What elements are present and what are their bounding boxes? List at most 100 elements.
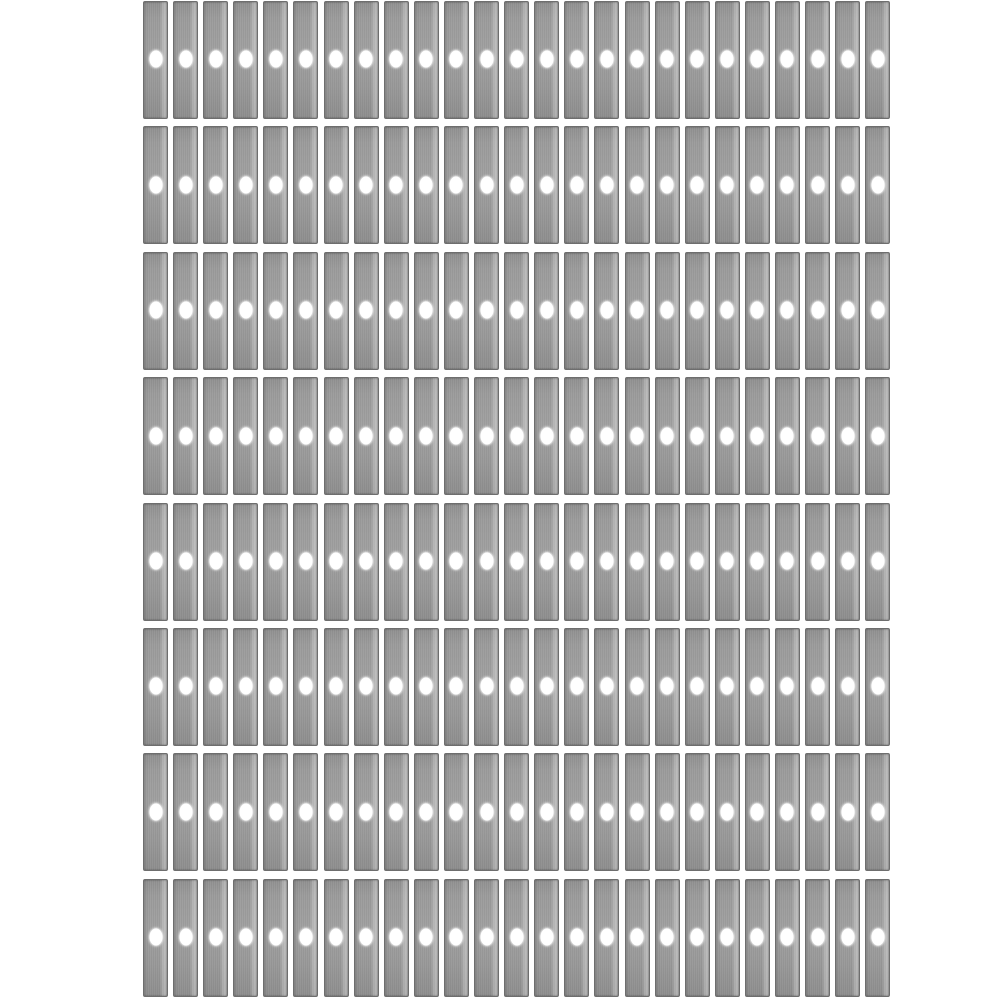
scraper-blade (835, 251, 861, 370)
scraper-blade (143, 878, 168, 997)
blade-hole (720, 552, 734, 570)
scraper-blade (594, 878, 620, 997)
scraper-blade (293, 1, 319, 119)
blade-hole (570, 677, 584, 695)
scraper-blade (383, 627, 409, 746)
scraper-blade (233, 753, 259, 872)
blade-hole (179, 928, 193, 946)
blade-hole (480, 552, 494, 570)
blade-hole (209, 552, 223, 570)
scraper-blade (714, 1, 740, 119)
scraper-blade (744, 126, 770, 245)
scraper-blade (684, 627, 710, 746)
blade-hole (149, 176, 162, 194)
blade-hole (720, 427, 734, 445)
blade-hole (449, 803, 463, 821)
blade-hole (720, 301, 734, 319)
blade-hole (269, 552, 283, 570)
scraper-blade (624, 627, 650, 746)
scraper-blade (263, 627, 289, 746)
blade-hole (269, 677, 283, 695)
blade-hole (600, 552, 614, 570)
scraper-blade (805, 502, 831, 621)
scraper-blade (263, 126, 289, 245)
scraper-blade (323, 878, 349, 997)
blade-hole (359, 427, 373, 445)
blade-hole (359, 176, 373, 194)
blade-hole (841, 803, 855, 821)
scraper-blade (263, 377, 289, 496)
blade-hole (690, 427, 704, 445)
scraper-blade (173, 1, 199, 119)
blade-hole (299, 552, 313, 570)
blade-hole (540, 427, 554, 445)
blade-hole (449, 427, 463, 445)
scraper-blade (654, 878, 680, 997)
blade-hole (811, 677, 825, 695)
blade-hole (570, 301, 584, 319)
blade-hole (600, 427, 614, 445)
scraper-blade (714, 878, 740, 997)
scraper-blade (233, 627, 259, 746)
scraper-blade (143, 251, 168, 370)
scraper-blade (624, 502, 650, 621)
scraper-blade (805, 377, 831, 496)
blade-hole (600, 677, 614, 695)
scraper-blade (443, 377, 469, 496)
blade-hole (630, 301, 644, 319)
scraper-blade (594, 377, 620, 496)
blade-hole (239, 928, 253, 946)
blade-hole (480, 50, 494, 68)
blade-hole (480, 176, 494, 194)
scraper-blade (835, 126, 861, 245)
blade-hole (149, 552, 162, 570)
blade-hole (209, 427, 223, 445)
scraper-blade (293, 251, 319, 370)
scraper-blade (654, 251, 680, 370)
scraper-blade (413, 753, 439, 872)
blade-hole (389, 427, 403, 445)
blade-hole (570, 803, 584, 821)
blade-hole (179, 176, 193, 194)
blade-hole (660, 803, 674, 821)
blade-hole (871, 176, 885, 194)
blade-hole (600, 928, 614, 946)
scraper-blade (323, 126, 349, 245)
scraper-blade (564, 377, 590, 496)
blade-hole (299, 301, 313, 319)
scraper-blade (774, 753, 800, 872)
scraper-blade (744, 251, 770, 370)
scraper-blade (413, 878, 439, 997)
scraper-blade (835, 1, 861, 119)
scraper-blade (684, 502, 710, 621)
scraper-blade (383, 502, 409, 621)
scraper-blade (594, 251, 620, 370)
scraper-blade (173, 627, 199, 746)
scraper-blade (413, 627, 439, 746)
blade-hole (359, 803, 373, 821)
scraper-blade (865, 502, 891, 621)
blade-hole (540, 50, 554, 68)
blade-hole (419, 677, 433, 695)
scraper-blade (353, 1, 379, 119)
blade-hole (690, 552, 704, 570)
scraper-blade (383, 753, 409, 872)
blade-hole (269, 803, 283, 821)
blade-hole (419, 552, 433, 570)
scraper-blade (233, 126, 259, 245)
scraper-blade (203, 251, 229, 370)
scraper-blade (594, 753, 620, 872)
blade-hole (179, 803, 193, 821)
blade-hole (630, 677, 644, 695)
scraper-blade (835, 627, 861, 746)
scraper-blade (805, 753, 831, 872)
blade-hole (299, 50, 313, 68)
blade-hole (239, 552, 253, 570)
blade-hole (149, 677, 162, 695)
scraper-blade (534, 251, 560, 370)
blade-hole (329, 427, 343, 445)
blade-hole (209, 803, 223, 821)
scraper-blade (684, 753, 710, 872)
blade-hole (660, 928, 674, 946)
scraper-blade (383, 878, 409, 997)
